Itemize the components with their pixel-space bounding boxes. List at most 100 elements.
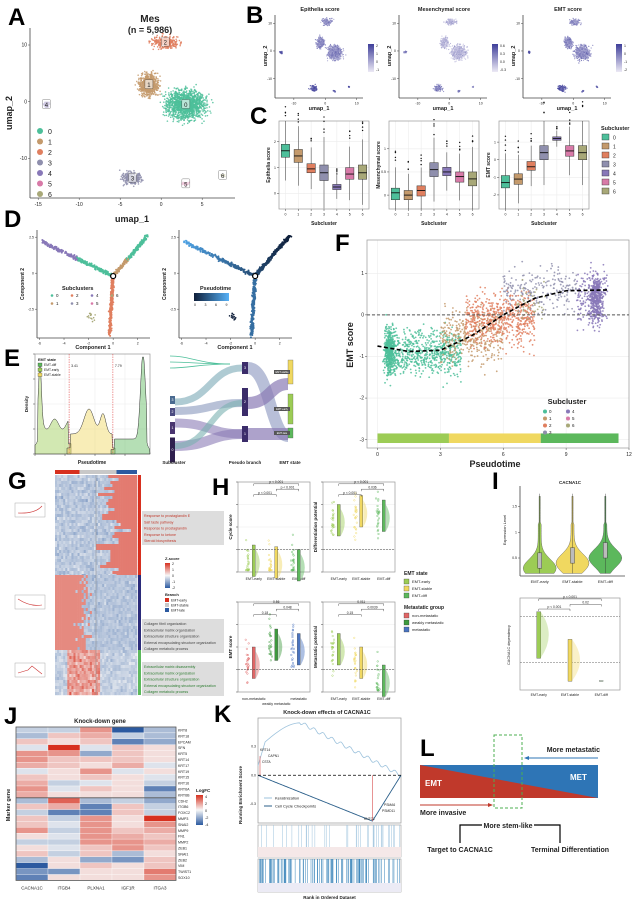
point (453, 51, 455, 53)
point (190, 97, 193, 99)
cluster-label: 4 (45, 103, 49, 109)
point (159, 75, 161, 77)
legend-swatch (37, 138, 43, 145)
point (195, 108, 198, 110)
point (443, 45, 446, 47)
point (170, 110, 173, 113)
y-tick-label: -10 (267, 77, 272, 81)
point (451, 21, 453, 23)
point (332, 54, 334, 56)
point (198, 111, 201, 114)
point (152, 69, 154, 72)
point (138, 180, 140, 183)
point (125, 177, 127, 180)
point (199, 103, 202, 106)
point (142, 85, 145, 87)
point (337, 55, 339, 58)
point (337, 58, 339, 60)
point (441, 43, 443, 46)
point (182, 92, 185, 95)
point (448, 20, 450, 22)
point (343, 50, 345, 52)
point (457, 43, 459, 45)
point (437, 90, 439, 92)
point (140, 88, 143, 91)
point (308, 88, 310, 90)
point (193, 97, 195, 100)
point (196, 100, 198, 103)
point (453, 54, 455, 56)
point (173, 109, 176, 112)
point (163, 107, 165, 109)
point (141, 94, 143, 97)
point (171, 39, 174, 41)
point (191, 112, 193, 114)
point (193, 100, 196, 102)
point (178, 119, 180, 122)
point (463, 54, 465, 57)
point (161, 35, 164, 37)
point (464, 58, 467, 60)
point (177, 109, 179, 112)
point (446, 37, 449, 39)
point (154, 43, 156, 45)
point (198, 116, 200, 118)
point (143, 80, 145, 82)
point (189, 94, 192, 96)
point (205, 96, 208, 99)
point (340, 51, 342, 53)
point (190, 119, 193, 122)
point (460, 46, 463, 48)
point (463, 47, 465, 49)
point (171, 116, 174, 118)
point (440, 86, 443, 88)
point (312, 90, 315, 92)
point (449, 52, 451, 54)
point (137, 74, 139, 76)
y-tick-label: 0 (270, 49, 272, 53)
point (336, 45, 338, 47)
point (329, 22, 331, 24)
point (172, 105, 175, 108)
point (332, 50, 334, 52)
point (172, 99, 174, 101)
point (144, 96, 146, 98)
point (174, 45, 177, 48)
point (342, 58, 345, 60)
point (144, 93, 147, 96)
point (144, 73, 146, 76)
point (310, 87, 312, 89)
panel-label-d: D (4, 206, 22, 233)
point (312, 85, 315, 87)
point (452, 18, 454, 20)
point (159, 80, 162, 82)
point (441, 41, 443, 43)
point (153, 37, 156, 40)
point (466, 52, 468, 54)
point (437, 86, 439, 88)
point (330, 17, 332, 20)
point (461, 50, 463, 52)
point (320, 48, 322, 50)
point (133, 182, 135, 185)
point (333, 58, 335, 60)
point (203, 112, 206, 115)
point (445, 48, 448, 50)
point (317, 44, 320, 46)
point (462, 52, 464, 54)
point (172, 42, 175, 45)
point (173, 94, 176, 97)
point (326, 60, 329, 62)
point (281, 51, 283, 53)
point (167, 100, 169, 103)
legend-entry: 6 (48, 192, 52, 199)
point (456, 46, 458, 48)
point (187, 94, 190, 97)
cluster-label-box (144, 79, 154, 89)
point (192, 90, 194, 93)
point (208, 106, 211, 108)
point (196, 103, 199, 106)
point (175, 92, 177, 95)
point (154, 41, 156, 43)
point (453, 19, 455, 21)
